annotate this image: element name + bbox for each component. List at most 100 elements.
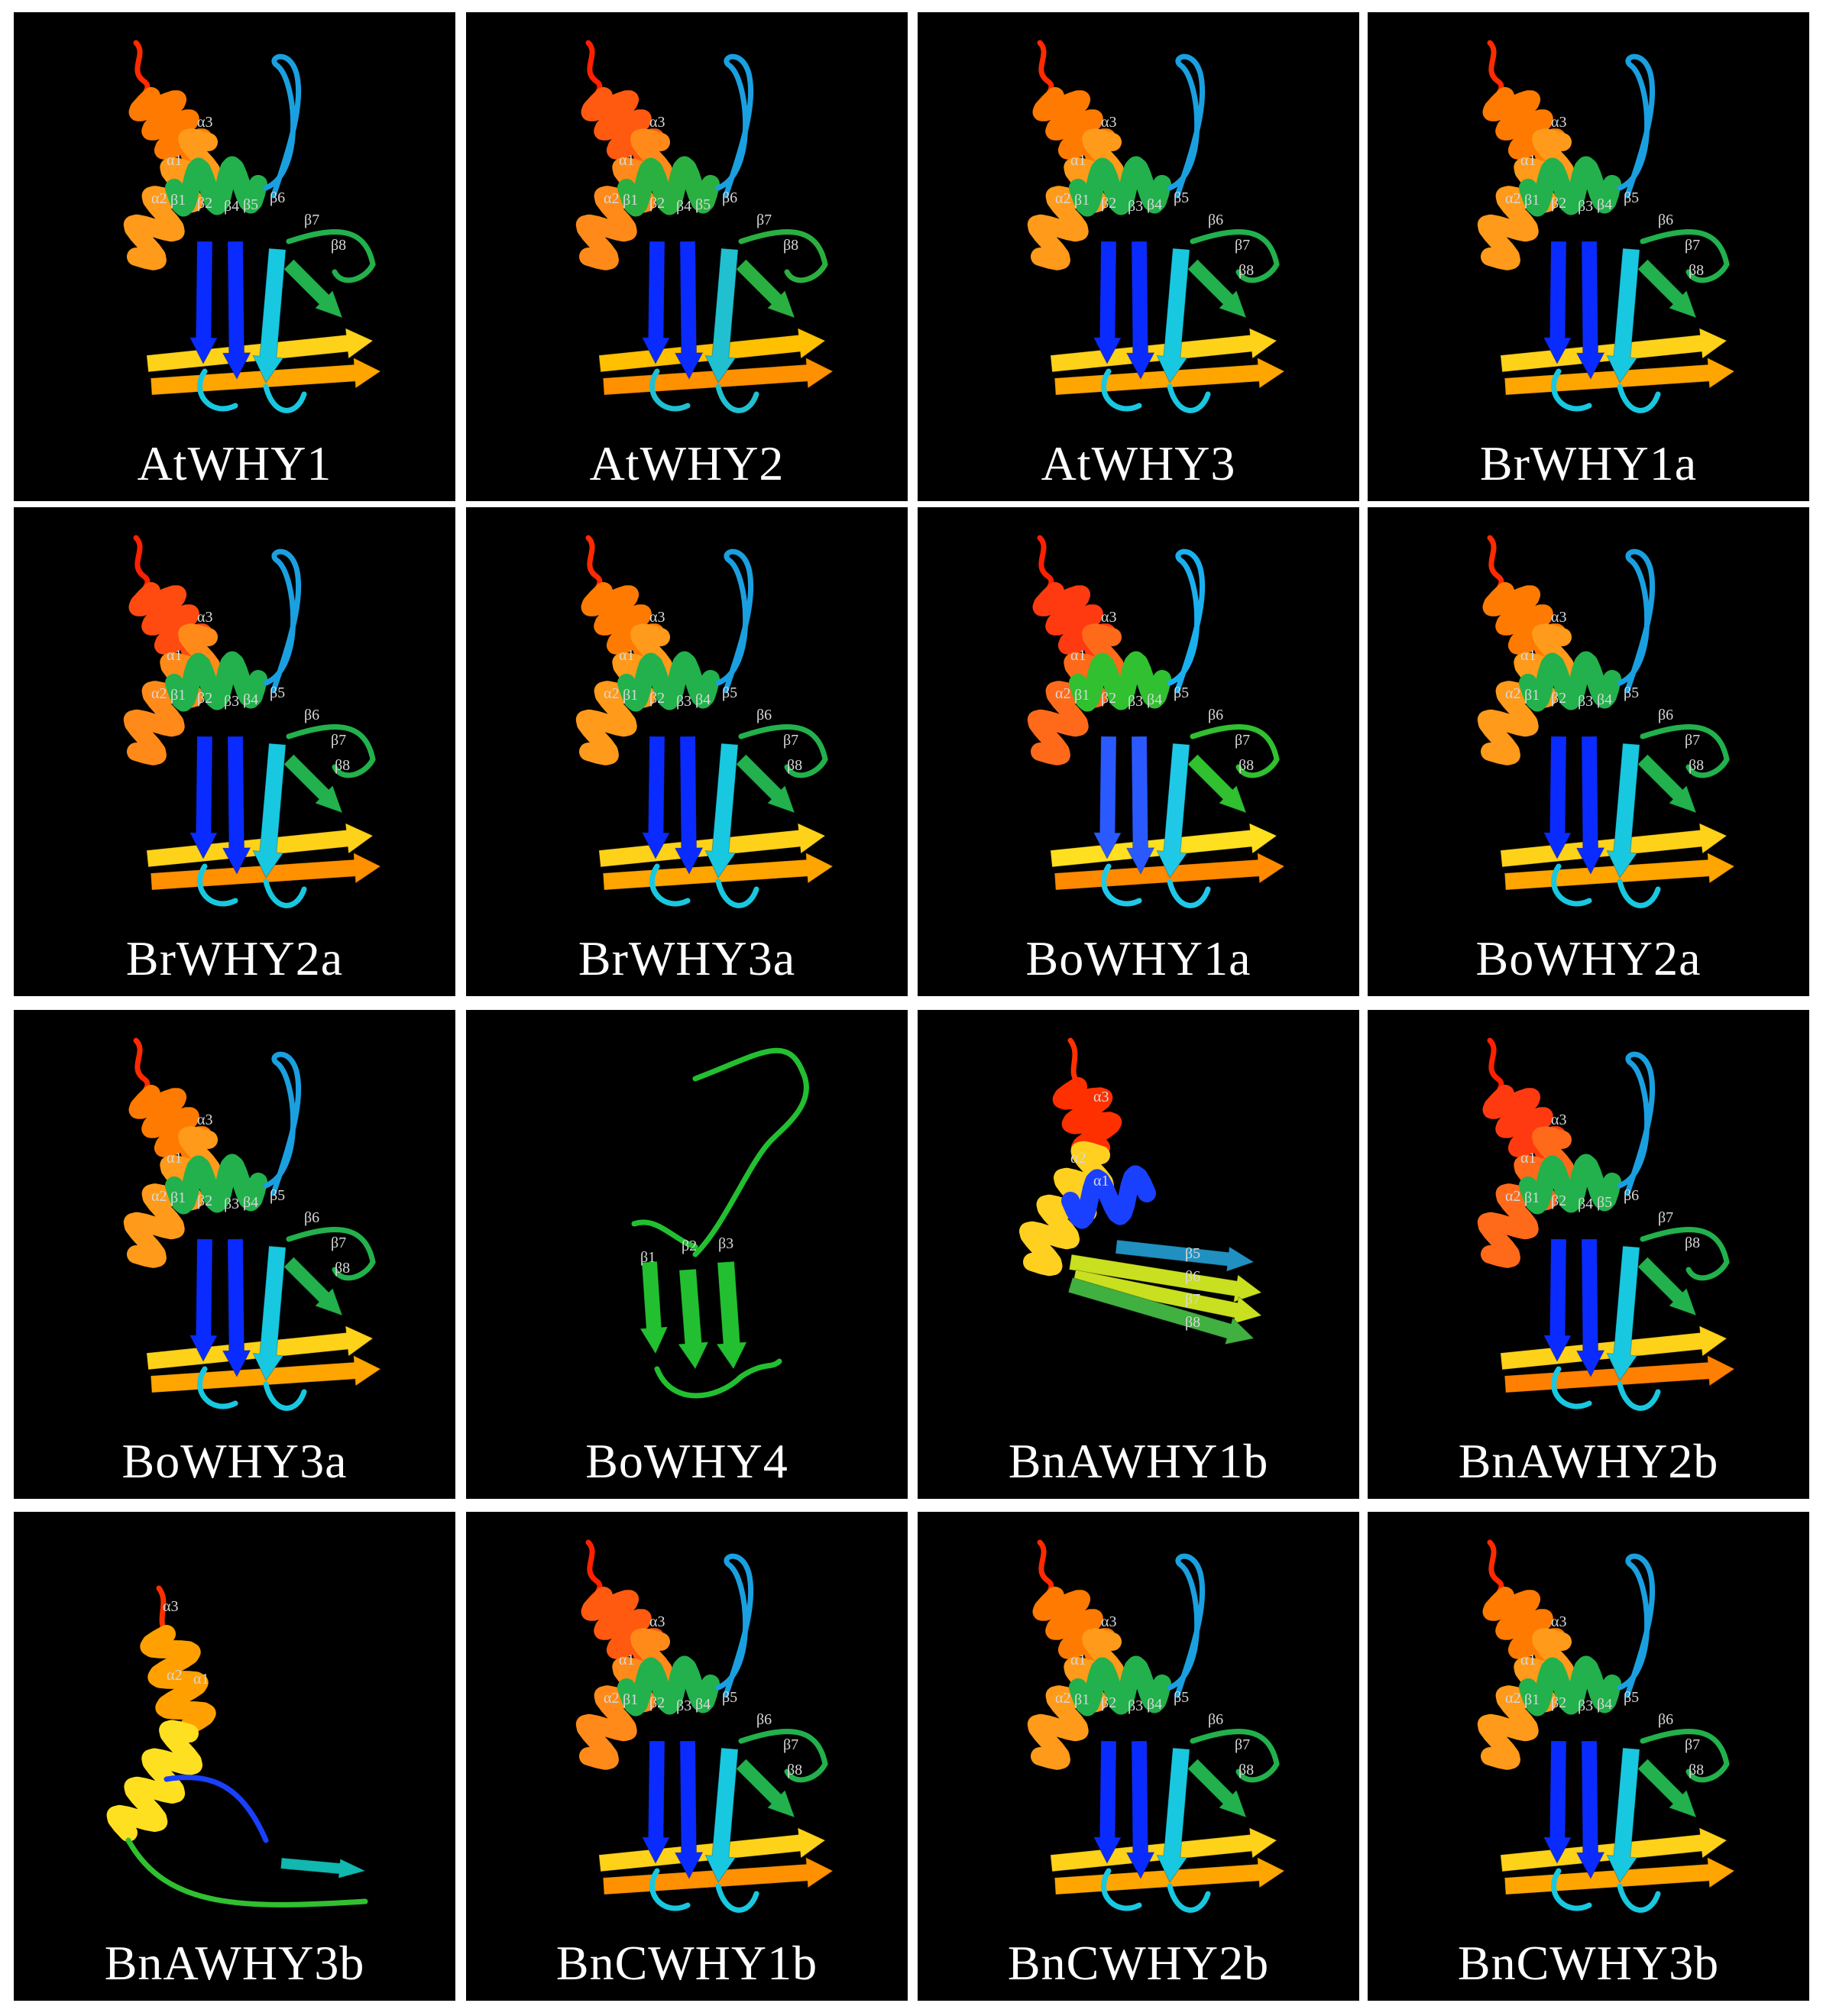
strand-beta3 [715,1260,748,1370]
helix-alpha1 [1519,156,1621,217]
strand-beta1 [189,736,219,860]
helix-alpha1 [1519,1154,1621,1215]
beta-label: β1 [1524,1691,1540,1708]
strand-beta5 [1637,1256,1697,1316]
beta-label: β6 [1658,1711,1673,1728]
alpha-label: α1 [1520,1150,1536,1167]
beta-label: β7 [1235,1736,1250,1753]
strand-beta3 [704,743,739,879]
beta-label: β7 [331,1235,346,1251]
helix-alpha3 [140,1625,216,1735]
alpha-label: α3 [1093,1089,1109,1105]
alpha-label: α3 [197,609,212,626]
alpha-label: α2 [1505,190,1520,207]
right-loop [1640,1227,1730,1281]
beta-label: β1 [1524,687,1540,704]
beta-label: β3 [1128,693,1143,710]
alpha-label: α2 [1070,1150,1086,1167]
hairpin-loop [1167,53,1206,199]
alpha-label: α2 [604,190,619,207]
helix-alpha1 [1069,156,1171,217]
beta-label: β3 [676,1697,691,1714]
bottom-coil [649,368,759,413]
beta-label: β3 [676,693,691,710]
bottom-coil [1101,368,1211,413]
strand-beta1 [1093,241,1122,365]
beta-label: β1 [623,687,638,704]
alpha-label: α2 [604,685,619,702]
beta-label: β3 [224,693,239,710]
protein-structure: α1 α2 α3 β1 β2 β4 β5 β6 β7 β8 [575,40,834,413]
hairpin-loop [263,548,302,694]
beta-label: β7 [304,212,319,228]
hairpin-loop [715,1553,754,1698]
bottom-coil [197,368,307,413]
beta-label: β6 [1185,1268,1200,1285]
protein-structure: α1 α2 α3 β1 β2 β3 β4 β5 β6 β7 β8 [575,535,834,908]
beta-label: β8 [787,1762,802,1778]
protein-structure: α1 α2 α3 β1 β2 β4 β5 β6 β7 β8 [1477,1037,1735,1411]
beta-label: β1 [170,192,186,209]
hairpin-loop [1167,548,1206,694]
beta-label: β2 [1551,1694,1566,1711]
protein-structure: α1 α2 α3 β1 β2 β3 β4 β5 β6 β7 β8 [1477,40,1735,413]
beta-label: β5 [1624,189,1639,206]
n-terminal-coil [1067,1037,1081,1086]
alpha-label: α2 [1055,685,1070,702]
strand-beta2 [674,241,704,380]
beta-label: β5 [722,684,737,701]
beta-label: β6 [722,189,737,206]
beta-label: β1 [1524,1189,1540,1206]
strand-beta1 [1543,736,1572,860]
beta-label: β5 [722,1689,737,1706]
beta-label: β7 [1185,1291,1200,1308]
strand-beta3 [1156,248,1190,383]
beta-label: β8 [1239,1762,1254,1778]
helix-alpha1 [617,1655,720,1717]
panel-label: BnCWHY3b [1457,1936,1720,1990]
panel-atwhy1: α1 α2 α3 β1 β2 β4 β5 β6 β7 β8 AtWHY1 [14,12,455,501]
panel-label: BrWHY1a [1479,436,1698,490]
strand-beta3 [1156,743,1190,879]
strand-beta3 [252,1245,287,1381]
panel-bncwhy2b: α1 α2 α3 β1 β2 β3 β4 β5 β6 β7 β8 BnCWHY2b [918,1512,1359,2001]
beta-label: β5 [1624,684,1639,701]
protein-structure: α1 α2 α3 β1 β2 β3 β4 β5 β6 β7 β8 [123,1037,381,1411]
strand-beta3 [1606,1245,1640,1381]
strand-beta5 [1187,258,1247,319]
beta-label: β1 [170,1189,186,1206]
beta-label: β1 [1074,1691,1090,1708]
alpha-label: α1 [1520,1652,1536,1668]
alpha-label: α1 [1070,1652,1086,1668]
protein-structure: α1 α2 α3 β5 β6 β7 β8 [1019,1037,1263,1345]
protein-structure: α1 α2 α3 β1 β2 β3 β4 β5 β6 β7 β8 [1027,535,1285,908]
beta-label: β6 [1208,707,1223,723]
strand-beta2 [1575,1238,1605,1378]
beta-label: β2 [1101,1694,1116,1711]
beta-label: β6 [1208,212,1223,228]
beta-label: β6 [756,1711,772,1728]
beta-label: β5 [243,196,258,213]
panel-bnawhy3b: α1 α2 α3 BnAWHY3b [14,1512,455,2001]
panel-brwhy3a: α1 α2 α3 β1 β2 β3 β4 β5 β6 β7 β8 BrWHY3a [466,507,908,996]
strand-beta1 [641,1740,671,1865]
panel-label: BoWHY3a [121,1434,348,1488]
strand-beta5 [1115,1239,1255,1273]
hairpin-loop [715,548,754,694]
alpha-label: α3 [163,1598,178,1615]
beta-label: β7 [1235,732,1250,749]
beta-label: β2 [649,1694,665,1711]
panel-bowhy1a: α1 α2 α3 β1 β2 β3 β4 β5 β6 β7 β8 BoWHY1a [918,507,1359,996]
alpha-label: α2 [167,1667,182,1684]
strand-beta2 [222,1238,251,1378]
panel-brwhy1a: α1 α2 α3 β1 β2 β3 β4 β5 β6 β7 β8 BrWHY1a [1368,12,1809,501]
strand-beta1 [1093,1740,1122,1865]
beta-label: β3 [1578,198,1593,215]
strand-beta7 [1072,1269,1263,1325]
strand-beta6 [1068,1254,1263,1303]
strand-beta5 [1187,753,1247,814]
bottom-coil [197,1366,307,1411]
helix-alpha1 [617,156,720,217]
strand-beta1 [189,1238,219,1363]
